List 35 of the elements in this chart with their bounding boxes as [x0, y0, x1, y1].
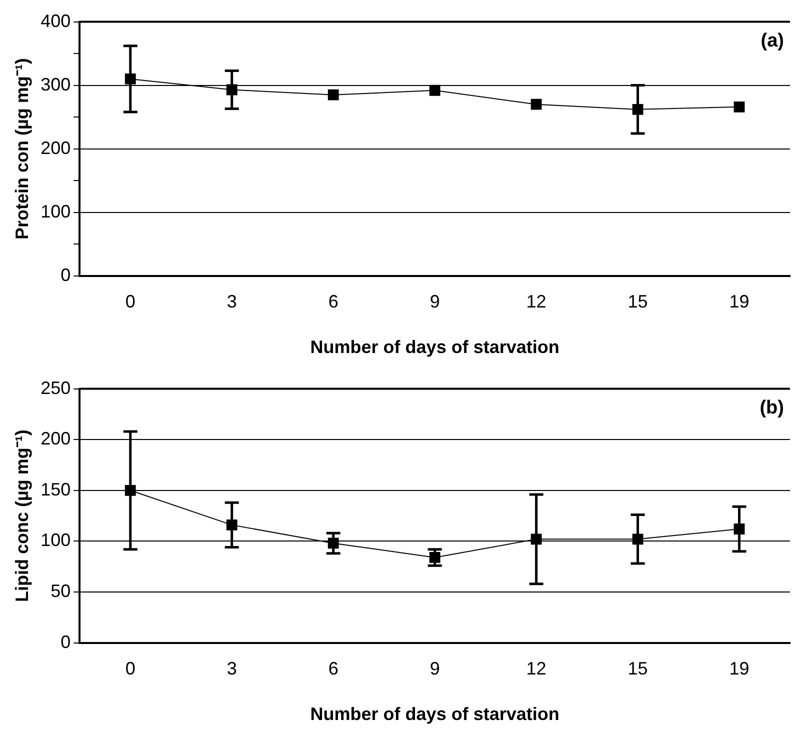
x-tick-label: 9	[430, 658, 440, 679]
x-axis-title: Number of days of starvation	[310, 704, 560, 724]
x-tick-label: 19	[729, 658, 750, 679]
y-tick-label: 200	[40, 428, 71, 449]
y-tick-label: 100	[40, 201, 71, 222]
point	[734, 101, 745, 112]
point	[429, 84, 440, 96]
x-tick-label: 12	[526, 658, 546, 679]
annotation: (a)	[760, 30, 784, 52]
y-tick-label: 50	[50, 580, 71, 601]
x-tick-label: 6	[328, 292, 338, 312]
x-tick-label: 6	[328, 658, 338, 679]
x-tick-label: 0	[125, 292, 136, 312]
x-tick-label: 3	[226, 292, 237, 312]
point	[530, 98, 542, 110]
point	[328, 89, 339, 100]
x-tick-label: 19	[729, 292, 750, 312]
y-tick-label: 0	[60, 632, 71, 652]
x-tick-label: 12	[526, 292, 546, 312]
x-tick-label: 15	[628, 658, 648, 679]
y-axis-title: Protein con (µg mg⁻¹)	[12, 58, 32, 240]
y-axis-title: Lipid conc (µg mg⁻¹)	[12, 430, 32, 602]
y-tick-label: 0	[60, 264, 71, 285]
x-tick-label: 9	[430, 292, 440, 312]
y-tick-label: 250	[40, 378, 71, 398]
x-tick-label: 0	[125, 658, 136, 679]
x-tick-label: 15	[628, 292, 648, 312]
y-tick-label: 300	[40, 74, 71, 94]
y-tick-label: 200	[40, 138, 71, 158]
x-tick-label: 3	[226, 658, 237, 679]
x-axis-title: Number of days of starvation	[310, 337, 560, 358]
y-tick-label: 150	[40, 479, 71, 500]
y-tick-label: 400	[40, 10, 71, 31]
annotation: (b)	[760, 398, 784, 419]
y-tick-label: 100	[40, 530, 71, 550]
